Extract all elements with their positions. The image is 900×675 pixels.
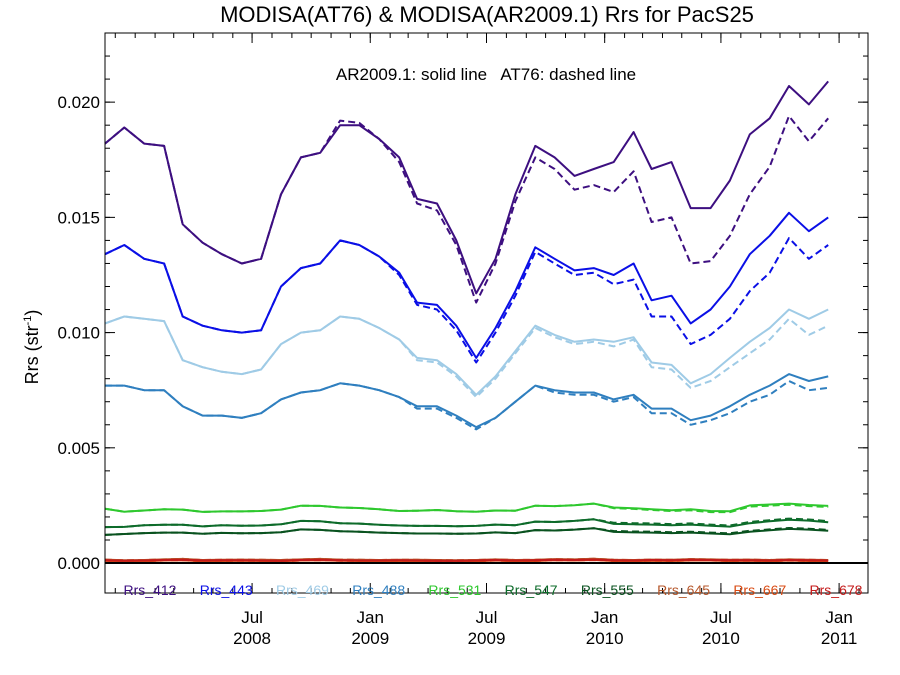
legend-item-rrs-678: Rrs_678 [810, 582, 863, 598]
legend-item-rrs-412: Rrs_412 [124, 582, 177, 598]
x-tick-label-month: Jan [825, 608, 852, 627]
y-axis-label-close: ) [22, 310, 42, 316]
axes: 0.000 0.005 0.010 0.015 0.020 Jul 2008 Jan 2009 J… [57, 32, 869, 648]
chart-title: MODISA(AT76) & MODISA(AR2009.1) Rrs for … [220, 2, 754, 27]
x-tick-label-year: 2010 [702, 629, 740, 648]
legend-item-rrs-645: Rrs_645 [657, 582, 710, 598]
x-tick-label-month: Jan [591, 608, 618, 627]
series-rrs-443-solid-line [104, 211, 829, 359]
y-tick-label: 0.020 [57, 93, 100, 112]
y-tick-label: 0.000 [57, 554, 100, 573]
x-tick-label-year: 2008 [233, 629, 271, 648]
legend-item-rrs-547: Rrs_547 [505, 582, 558, 598]
series-rrs-469-solid-line [104, 308, 829, 396]
series-rrs-488-solid-line [105, 373, 829, 429]
legend-item-rrs-531: Rrs_531 [428, 582, 481, 598]
x-tick-label-year: 2010 [586, 629, 624, 648]
series-rrs-678-solid-line [104, 558, 829, 562]
x-tick-label-year: 2009 [468, 629, 506, 648]
x-tick-label-month: Jul [476, 608, 498, 627]
x-tick-label-month: Jul [241, 608, 263, 627]
x-tick-label-year: 2009 [351, 629, 389, 648]
series-rrs-555-solid-line [104, 527, 829, 536]
legend: Rrs_412 Rrs_443 Rrs_469 Rrs_488 Rrs_531 Rrs_5… [124, 582, 863, 598]
y-tick-label: 0.005 [57, 439, 100, 458]
legend-item-rrs-443: Rrs_443 [200, 582, 253, 598]
legend-item-rrs-667: Rrs_667 [733, 582, 786, 598]
y-tick-label: 0.015 [57, 208, 100, 227]
legend-item-rrs-469: Rrs_469 [276, 582, 329, 598]
series-rrs-547-solid-line [104, 518, 829, 529]
y-axis-label-main: Rrs (str [22, 325, 42, 384]
series-rrs-412-solid-line [104, 80, 829, 295]
x-tick-label-month: Jan [357, 608, 384, 627]
x-tick-label-year: 2011 [821, 629, 858, 648]
y-axis-label: Rrs (str-1) [22, 310, 42, 385]
y-tick-label: 0.010 [57, 324, 100, 343]
legend-item-rrs-488: Rrs_488 [352, 582, 405, 598]
plot-area [104, 80, 868, 565]
series-rrs-488-dashed-line [105, 380, 829, 431]
x-tick-label-month: Jul [710, 608, 732, 627]
y-axis-label-exponent: -1 [22, 316, 34, 326]
series-rrs-531-solid-line [104, 502, 829, 513]
legend-item-rrs-555: Rrs_555 [581, 582, 634, 598]
chart-annotation: AR2009.1: solid line AT76: dashed line [336, 65, 636, 84]
